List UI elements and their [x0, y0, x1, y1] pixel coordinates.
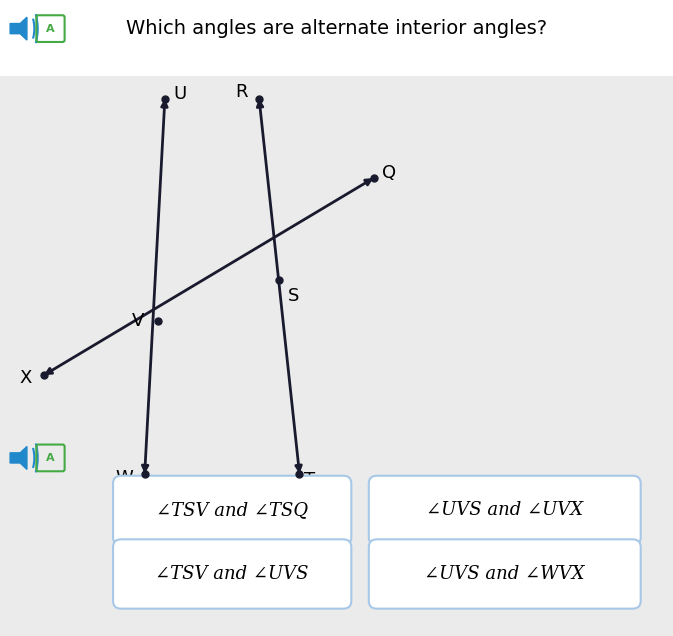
FancyBboxPatch shape [369, 539, 641, 609]
FancyBboxPatch shape [113, 476, 351, 545]
FancyBboxPatch shape [369, 476, 641, 545]
Text: ∠TSV and ∠UVS: ∠TSV and ∠UVS [155, 565, 309, 583]
Text: S: S [288, 287, 299, 305]
Text: Which angles are alternate interior angles?: Which angles are alternate interior angl… [126, 19, 547, 38]
Text: A: A [46, 24, 55, 34]
Text: A: A [46, 453, 55, 463]
Text: ∠UVS and ∠UVX: ∠UVS and ∠UVX [426, 501, 583, 520]
Text: Q: Q [382, 164, 396, 182]
FancyBboxPatch shape [0, 0, 673, 76]
Text: W: W [116, 469, 133, 487]
Polygon shape [10, 17, 27, 40]
Text: V: V [133, 312, 145, 330]
Text: T: T [304, 471, 316, 489]
Text: U: U [174, 85, 187, 103]
FancyBboxPatch shape [113, 539, 351, 609]
Text: X: X [20, 370, 32, 387]
Text: ∠TSV and ∠TSQ: ∠TSV and ∠TSQ [156, 501, 308, 520]
Text: R: R [235, 83, 248, 101]
Text: ∠UVS and ∠WVX: ∠UVS and ∠WVX [425, 565, 585, 583]
Polygon shape [10, 446, 27, 469]
